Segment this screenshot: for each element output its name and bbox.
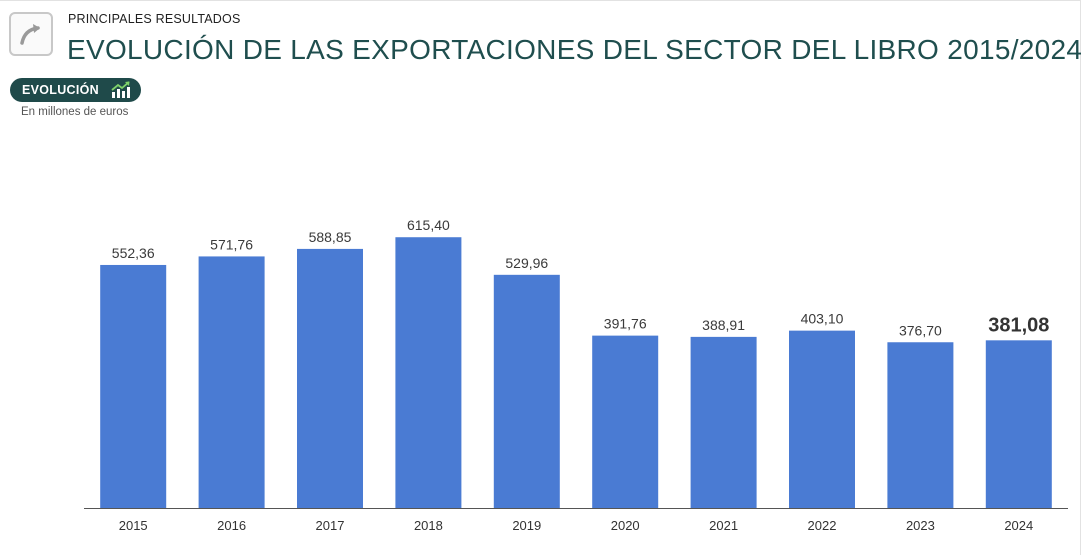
trend-chart-icon	[111, 81, 130, 98]
bar-2016	[198, 256, 265, 508]
data-label-2021: 388,91	[702, 317, 745, 333]
bar-2021	[690, 336, 757, 508]
x-tick-2020: 2020	[611, 518, 640, 533]
curved-arrow-icon	[20, 24, 40, 45]
x-tick-2019: 2019	[512, 518, 541, 533]
bar-2024	[985, 340, 1052, 508]
unit-label: En millones de euros	[21, 106, 129, 118]
data-label-2017: 588,85	[309, 229, 352, 245]
x-tick-2021: 2021	[709, 518, 738, 533]
x-tick-2018: 2018	[414, 518, 443, 533]
top-border	[0, 0, 1081, 1]
bar-2020	[592, 335, 659, 508]
bar-2023	[887, 342, 954, 508]
data-label-2024: 381,08	[988, 314, 1049, 336]
bar-2015	[100, 264, 167, 508]
data-label-2016: 571,76	[210, 236, 253, 252]
x-tick-2015: 2015	[119, 518, 148, 533]
x-tick-2017: 2017	[316, 518, 345, 533]
data-label-2015: 552,36	[112, 245, 155, 261]
x-tick-2023: 2023	[906, 518, 935, 533]
section-label: PRINCIPALES RESULTADOS	[68, 12, 241, 26]
x-tick-2024: 2024	[1004, 518, 1033, 533]
data-label-2019: 529,96	[505, 255, 548, 271]
data-label-2022: 403,10	[801, 311, 844, 327]
bar-2018	[395, 237, 462, 508]
tab-evolucion[interactable]: EVOLUCIÓN	[10, 78, 141, 102]
data-label-2020: 391,76	[604, 316, 647, 332]
page-title: EVOLUCIÓN DE LAS EXPORTACIONES DEL SECTO…	[67, 34, 1081, 65]
x-tick-2016: 2016	[217, 518, 246, 533]
bar-2017	[297, 248, 363, 508]
data-label-2023: 376,70	[899, 322, 942, 338]
data-label-2018: 615,40	[407, 217, 450, 233]
x-tick-2022: 2022	[808, 518, 837, 533]
bar-2022	[789, 330, 855, 508]
tab-label: EVOLUCIÓN	[22, 83, 100, 97]
section-logo	[9, 12, 53, 56]
bar-2019	[493, 274, 560, 508]
